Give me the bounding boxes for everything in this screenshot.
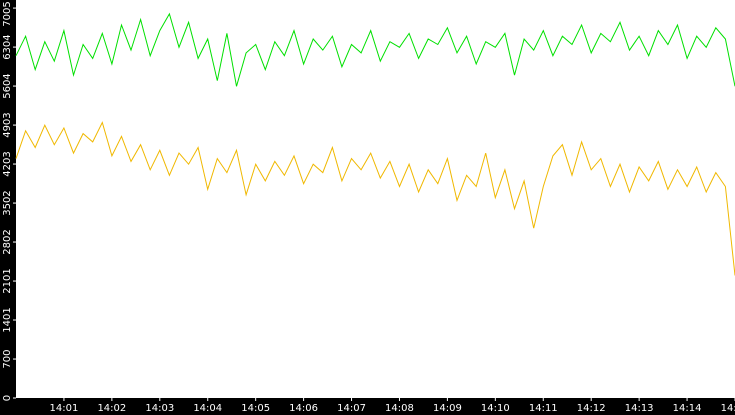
y-tick-label: 3502 [2,190,13,215]
x-tick-label: 14:07 [337,403,366,414]
y-tick-label: 6304 [2,34,13,59]
x-tick-label: 14:09 [433,403,462,414]
plot-area [16,0,735,398]
x-tick-label: 14:02 [97,403,126,414]
x-tick-label: 14:12 [577,403,606,414]
y-tick-label: 7005 [2,1,13,26]
x-tick-label: 14:10 [481,403,510,414]
x-tick-label: 14:11 [529,403,558,414]
y-tick-label: 2101 [2,268,13,293]
line [15,121,735,276]
x-tick-label: 14:03 [145,403,174,414]
line [15,12,735,87]
y-tick-label: 0 [2,395,13,401]
x-tick-label: 14:13 [625,403,654,414]
x-tick-label: 14:14 [673,403,702,414]
y-tick-label: 5604 [2,73,13,98]
x-tick-label: 14:04 [193,403,222,414]
x-tick-label: 14:06 [289,403,318,414]
x-tick-label: 14:01 [50,403,79,414]
y-tick-label: 4903 [2,112,13,137]
y-tick-label: 2802 [2,229,13,254]
y-tick-label: 1401 [2,307,13,332]
y-tick-label: 4203 [2,151,13,176]
y-tick-label: 700 [2,349,13,368]
x-tick-label: 14:08 [385,403,414,414]
x-tick-label: 14:15 [721,403,735,414]
x-tick-label: 14:05 [241,403,270,414]
